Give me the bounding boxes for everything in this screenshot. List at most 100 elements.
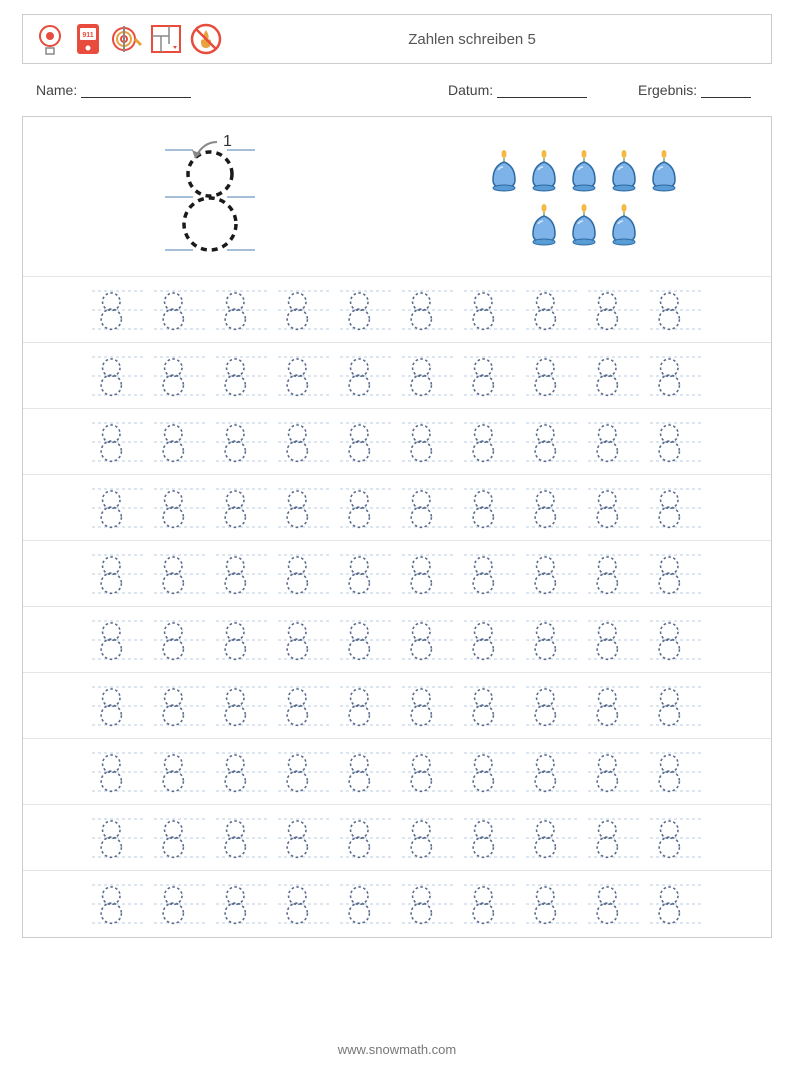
practice-cell (524, 485, 580, 531)
result-label: Ergebnis: (638, 82, 697, 98)
worksheet-title: Zahlen schreiben 5 (223, 31, 761, 48)
candle-icon (489, 148, 519, 192)
practice-cell (214, 287, 270, 333)
practice-cell (524, 353, 580, 399)
demo-section: 1 (23, 117, 771, 277)
trace-cell (400, 551, 456, 597)
practice-cell (524, 683, 580, 729)
trace-cell (400, 419, 456, 465)
trace-cell (400, 749, 456, 795)
candle-icon (569, 148, 599, 192)
practice-row (23, 739, 771, 805)
practice-cell (276, 683, 332, 729)
practice-cell (338, 419, 394, 465)
practice-cell (400, 683, 456, 729)
practice-cell (648, 683, 704, 729)
trace-cell (152, 353, 208, 399)
practice-cell (338, 683, 394, 729)
trace-cell (648, 551, 704, 597)
stroke-order-diagram: 1 (135, 132, 285, 262)
practice-cell (152, 551, 208, 597)
practice-row (23, 409, 771, 475)
trace-cell (90, 551, 146, 597)
trace-cell (152, 419, 208, 465)
trace-cell (276, 287, 332, 333)
trace-cell (214, 683, 270, 729)
trace-cell (462, 353, 518, 399)
trace-cell (400, 353, 456, 399)
practice-cell (152, 419, 208, 465)
practice-cell (214, 617, 270, 663)
trace-cell (338, 617, 394, 663)
trace-cell (648, 419, 704, 465)
practice-cell (214, 353, 270, 399)
worksheet-header: 911 Zahlen schreiben 5 (22, 14, 772, 64)
practice-cell (400, 485, 456, 531)
practice-cell (586, 353, 642, 399)
candle-group (489, 148, 679, 246)
trace-cell (586, 881, 642, 927)
date-underline (497, 84, 587, 98)
practice-cell (524, 419, 580, 465)
practice-cell (400, 551, 456, 597)
trace-cell (648, 485, 704, 531)
trace-cell (276, 419, 332, 465)
candle-icon (529, 202, 559, 246)
practice-cell (648, 353, 704, 399)
name-label: Name: (36, 82, 77, 98)
trace-cell (524, 749, 580, 795)
fire-hose-icon (109, 22, 143, 56)
trace-cell (338, 683, 394, 729)
trace-cell (586, 749, 642, 795)
practice-row (23, 607, 771, 673)
trace-cell (400, 881, 456, 927)
practice-cell (648, 617, 704, 663)
trace-cell (586, 353, 642, 399)
practice-cell (214, 749, 270, 795)
practice-cell (338, 815, 394, 861)
candle-icon (569, 202, 599, 246)
trace-cell (152, 815, 208, 861)
practice-row (23, 277, 771, 343)
trace-cell (648, 617, 704, 663)
practice-row (23, 871, 771, 937)
svg-text:1: 1 (223, 133, 232, 150)
candle-icon (529, 148, 559, 192)
trace-cell (214, 287, 270, 333)
trace-cell (152, 287, 208, 333)
trace-cell (214, 749, 270, 795)
trace-cell (524, 815, 580, 861)
practice-cell (276, 551, 332, 597)
practice-cell (338, 287, 394, 333)
trace-cell (90, 617, 146, 663)
practice-cell (462, 617, 518, 663)
practice-cell (152, 749, 208, 795)
result-field: Ergebnis: (638, 82, 758, 98)
practice-cell (400, 617, 456, 663)
practice-cell (462, 551, 518, 597)
trace-cell (276, 551, 332, 597)
trace-cell (276, 485, 332, 531)
main-content-box: 1 (22, 116, 772, 938)
trace-cell (462, 749, 518, 795)
practice-cell (400, 353, 456, 399)
trace-cell (90, 683, 146, 729)
practice-cell (214, 551, 270, 597)
practice-cell (524, 551, 580, 597)
practice-cell (648, 551, 704, 597)
trace-cell (648, 353, 704, 399)
trace-cell (90, 485, 146, 531)
trace-cell (648, 815, 704, 861)
practice-cell (648, 881, 704, 927)
trace-cell (152, 485, 208, 531)
evacuation-plan-icon (149, 22, 183, 56)
practice-cell (524, 749, 580, 795)
trace-cell (462, 551, 518, 597)
trace-cell (400, 287, 456, 333)
trace-cell (90, 749, 146, 795)
trace-cell (586, 617, 642, 663)
trace-cell (462, 287, 518, 333)
practice-cell (400, 287, 456, 333)
date-label: Datum: (448, 82, 493, 98)
trace-cell (214, 881, 270, 927)
